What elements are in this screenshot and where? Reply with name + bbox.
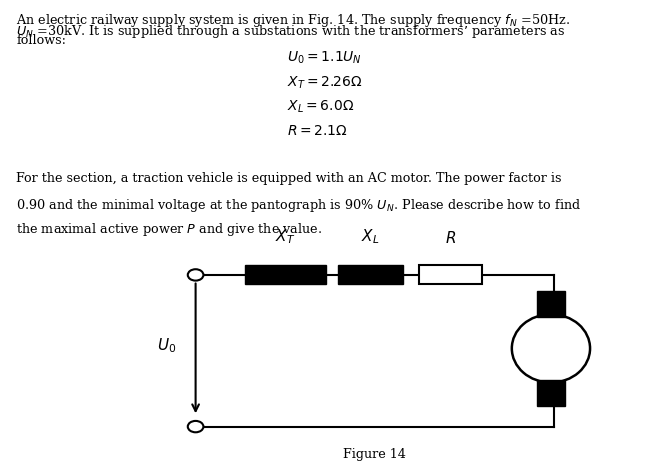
Text: Figure 14: Figure 14 [344,448,406,461]
Circle shape [188,269,203,281]
Text: follows:: follows: [16,34,67,46]
Circle shape [188,421,203,432]
Text: 0.90 and the minimal voltage at the pantograph is 90% $U_N$. Please describe how: 0.90 and the minimal voltage at the pant… [16,197,582,214]
Bar [338,265,403,284]
Bar [419,265,482,284]
Text: $U_0 = 1.1U_N$: $U_0 = 1.1U_N$ [287,50,362,66]
Bar [244,265,326,284]
Text: $R$: $R$ [445,230,456,246]
Text: For the section, a traction vehicle is equipped with an AC motor. The power fact: For the section, a traction vehicle is e… [16,172,562,185]
Bar [537,380,565,406]
Text: $X_T = 2.26\Omega$: $X_T = 2.26\Omega$ [287,74,363,91]
Text: M: M [541,339,561,357]
Text: $X_T$: $X_T$ [275,228,295,246]
Text: An electric railway supply system is given in Fig. 14. The supply frequency $f_N: An electric railway supply system is giv… [16,12,570,29]
Ellipse shape [512,314,590,383]
Text: $U_N$ =30kV. It is supplied through a substations with the transformers’ paramet: $U_N$ =30kV. It is supplied through a su… [16,23,565,40]
Text: the maximal active power $P$ and give the value.: the maximal active power $P$ and give th… [16,221,323,238]
Text: $R = 2.1\Omega$: $R = 2.1\Omega$ [287,124,348,138]
Text: $U_0$: $U_0$ [156,337,176,356]
Text: $X_L = 6.0\Omega$: $X_L = 6.0\Omega$ [287,99,354,116]
Text: $X_L$: $X_L$ [361,228,379,246]
Bar [537,291,565,317]
